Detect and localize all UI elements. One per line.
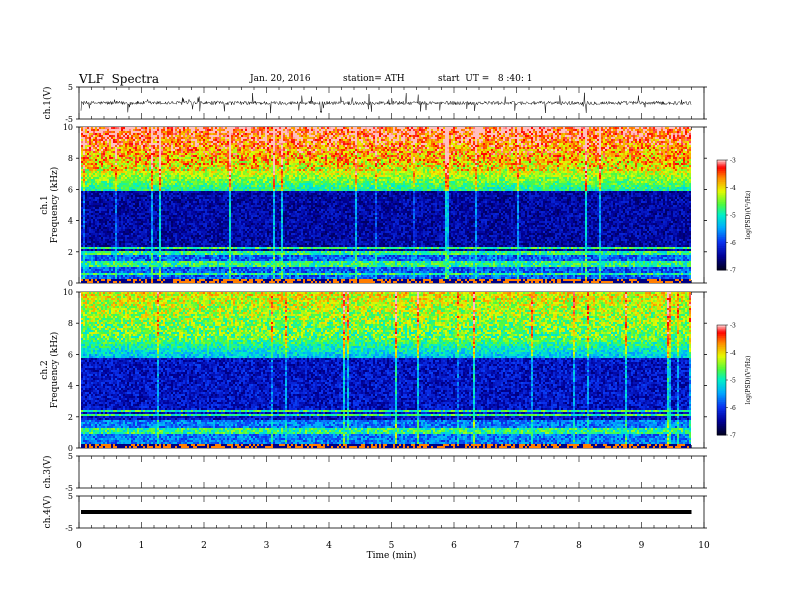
x-axis-label: Time (min) — [367, 550, 417, 561]
colorbar-tick-label: -7 — [730, 433, 736, 440]
y-tick-label: -5 — [65, 524, 73, 533]
x-tick-label: 3 — [264, 541, 270, 551]
colorbar-tick-label: -4 — [730, 350, 736, 357]
y-tick-label: 5 — [68, 452, 73, 461]
y-tick-label: 6 — [68, 185, 73, 194]
colorbar-label: log(PSD)(V²/Hz) — [745, 356, 752, 405]
ch1-spectrogram — [81, 127, 691, 283]
y-tick-label: 10 — [63, 123, 73, 132]
colorbar-tick-label: -7 — [730, 268, 736, 275]
x-tick-label: 10 — [698, 541, 710, 551]
y-tick-label: 5 — [68, 492, 73, 501]
y-axis-label: ch.3(V) — [42, 456, 53, 489]
y-tick-label: 2 — [68, 413, 73, 422]
colorbar-label: log(PSD)(V²/Hz) — [745, 191, 752, 240]
colorbar-tick-label: -6 — [730, 240, 736, 247]
x-tick-label: 0 — [76, 541, 82, 551]
x-tick-label: 1 — [139, 541, 145, 551]
colorbar-tick-label: -5 — [730, 378, 736, 385]
y-axis-label: ch.1(V) — [42, 87, 53, 120]
colorbar-tick-label: -3 — [730, 323, 736, 330]
y-tick-label: 4 — [68, 217, 73, 226]
x-tick-label: 4 — [326, 541, 332, 551]
x-tick-label: 5 — [389, 541, 395, 551]
x-tick-label: 6 — [451, 541, 457, 551]
y-axis-label-channel: ch.2 — [40, 360, 50, 379]
colorbar-tick-label: -5 — [730, 213, 736, 220]
y-axis-label: Frequency (kHz) — [49, 167, 60, 244]
y-axis-label: Frequency (kHz) — [49, 332, 60, 409]
colorbar-tick-label: -3 — [730, 158, 736, 165]
x-tick-label: 9 — [639, 541, 645, 551]
ch1-waveform — [81, 93, 691, 113]
colorbar-tick-label: -4 — [730, 185, 736, 192]
y-tick-label: 5 — [68, 83, 73, 92]
y-axis-label: ch.4(V) — [42, 496, 53, 529]
ch2-spectrogram — [81, 292, 691, 448]
x-tick-label: 8 — [576, 541, 582, 551]
y-tick-label: 6 — [68, 350, 73, 359]
y-tick-label: 8 — [68, 319, 73, 328]
y-tick-label: 8 — [68, 154, 73, 163]
y-tick-label: 4 — [68, 382, 73, 391]
y-axis-label-channel: ch.1 — [40, 195, 50, 214]
x-tick-label: 2 — [201, 541, 207, 551]
ch4-waveform — [81, 510, 692, 514]
y-tick-label: 10 — [63, 288, 73, 297]
y-tick-label: 0 — [68, 279, 73, 288]
colorbar-tick-label: -6 — [730, 405, 736, 412]
y-tick-label: 2 — [68, 248, 73, 257]
x-tick-label: 7 — [514, 541, 520, 551]
vlf-figure: 5-5ch.1(V)0246810ch.1 Frequency (kHz)0246… — [0, 0, 792, 612]
